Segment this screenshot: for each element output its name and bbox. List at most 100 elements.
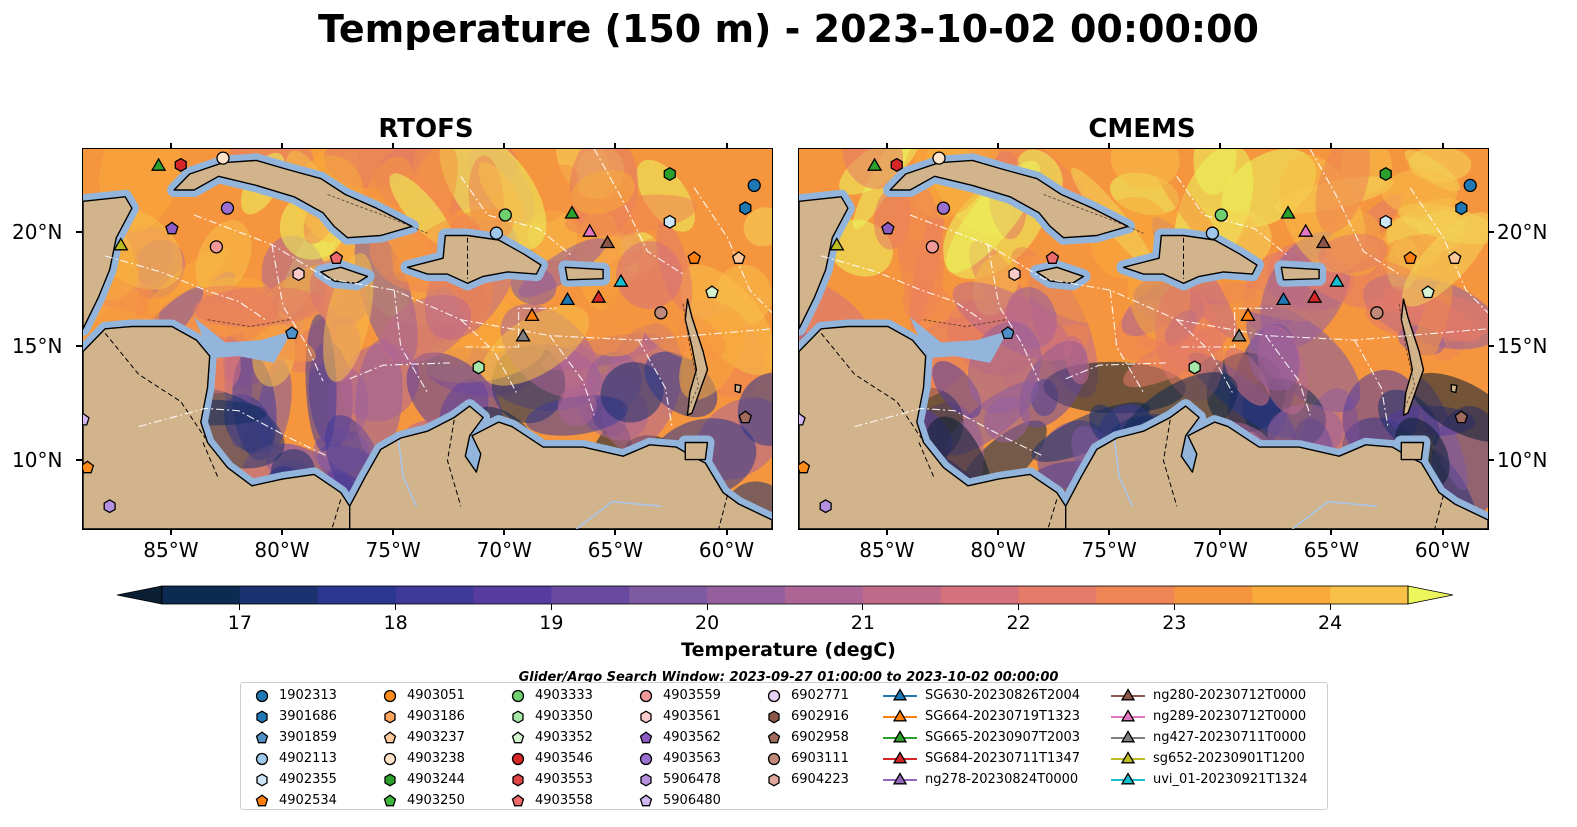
glider-marker-13[interactable] [582,223,598,237]
argo-marker-5[interactable] [936,201,951,215]
colorbar-max-arrow [1407,585,1454,605]
glider-marker-3[interactable] [829,237,845,251]
argo-marker-6[interactable] [209,240,224,254]
argo-marker-27[interactable] [1370,306,1384,320]
legend-item: 6902916 [765,706,849,727]
glider-marker-12[interactable] [1280,205,1296,219]
land-lesserAntilles [1400,298,1425,416]
legend-item: 5906480 [637,790,721,811]
colorbar-segment [1252,586,1331,604]
legend-item: SG664-20230719T1323 [883,706,1080,727]
argo-marker-31[interactable] [799,460,811,474]
land-trinidad [1400,441,1425,461]
argo-marker-15[interactable] [1379,166,1392,182]
argo-marker-8[interactable] [1045,251,1060,264]
rtofs-map[interactable] [82,148,773,530]
legend-item: 4903563 [637,748,721,769]
argo-marker-8[interactable] [329,251,344,264]
argo-marker-16[interactable] [663,214,676,229]
argo-marker-21[interactable] [1421,285,1435,299]
legend-item: 4903244 [381,769,465,790]
legend-swatch-icon [512,772,524,787]
land-southAmerica [349,405,772,529]
argo-marker-16[interactable] [1379,214,1392,229]
glider-marker-24[interactable] [1329,273,1345,287]
glider-marker-0[interactable] [866,157,883,171]
argo-marker-6[interactable] [925,240,940,254]
legend-column: SG630-20230826T2004 SG664-20230719T1323 SG… [883,685,1080,790]
glider-marker-23[interactable] [1306,289,1323,303]
glider-marker-25[interactable] [1240,307,1256,322]
argo-marker-11[interactable] [489,226,504,240]
argo-marker-2[interactable] [932,151,946,165]
legend-item: 6904223 [765,769,849,790]
lat-tick [1488,231,1494,234]
argo-marker-11[interactable] [1205,226,1220,240]
cmems-map[interactable] [798,148,1489,530]
argo-marker-1[interactable] [174,157,187,172]
argo-marker-21[interactable] [705,285,719,299]
lon-tick [169,529,172,535]
glider-marker-23[interactable] [590,289,607,303]
legend-column: 1902313 3901686 3901859 4902113 4902355 49025… [253,685,337,811]
argo-marker-18[interactable] [1447,251,1462,264]
argo-marker-17[interactable] [1403,251,1417,264]
argo-marker-30[interactable] [83,412,90,426]
glider-marker-13[interactable] [1298,223,1314,237]
argo-marker-20[interactable] [1455,201,1468,216]
argo-marker-10[interactable] [498,208,512,222]
argo-marker-31[interactable] [83,460,95,474]
legend-label: 6902958 [791,730,849,745]
lon-label: 70°W [1192,538,1248,562]
argo-marker-27[interactable] [654,306,668,320]
argo-marker-19[interactable] [747,178,761,193]
glider-marker-26[interactable] [515,328,531,342]
argo-marker-29[interactable] [1454,410,1469,424]
argo-marker-7[interactable] [292,267,305,282]
glider-marker-22[interactable] [559,291,576,306]
glider-marker-14[interactable] [1315,235,1332,249]
glider-marker-3[interactable] [113,237,129,251]
glider-marker-24[interactable] [613,273,629,287]
argo-marker-17[interactable] [687,251,701,264]
legend-column: 4903333 4903350 4903352 4903546 4903553 49035… [509,685,593,811]
colorbar-segment [473,586,552,604]
argo-marker-15[interactable] [663,166,676,182]
argo-marker-28[interactable] [1188,360,1201,375]
argo-marker-2[interactable] [216,151,230,165]
land-southAmerica [1065,405,1488,529]
glider-marker-0[interactable] [150,157,167,171]
argo-marker-28[interactable] [472,360,485,375]
lat-label-right: 20°N [1497,220,1548,245]
argo-marker-10[interactable] [1214,208,1228,222]
argo-marker-1[interactable] [890,157,903,172]
colorbar-tick-label: 17 [227,612,252,634]
legend-label: 4902355 [279,772,337,787]
argo-marker-30[interactable] [799,412,806,426]
legend-label: 4903350 [535,709,593,724]
argo-marker-5[interactable] [220,201,235,215]
argo-marker-19[interactable] [1463,178,1477,193]
glider-marker-14[interactable] [599,235,616,249]
lon-tick [997,529,1000,535]
argo-marker-20[interactable] [739,201,752,216]
legend-label: 4903562 [663,730,721,745]
glider-marker-26[interactable] [1231,328,1247,342]
glider-marker-12[interactable] [564,205,580,219]
argo-marker-4[interactable] [881,221,895,235]
argo-marker-32[interactable] [819,499,832,514]
glider-marker-25[interactable] [524,307,540,322]
argo-marker-7[interactable] [1008,267,1021,282]
argo-marker-9[interactable] [285,326,299,340]
argo-marker-32[interactable] [103,499,116,514]
argo-marker-9[interactable] [1001,326,1015,340]
argo-marker-29[interactable] [738,410,753,424]
legend-label: sg652-20230901T1200 [1153,751,1305,766]
lon-tick [997,143,1000,148]
rtofs-map-canvas [83,149,772,529]
glider-marker-22[interactable] [1275,291,1292,306]
argo-marker-18[interactable] [731,251,746,264]
argo-marker-4[interactable] [165,221,179,235]
legend-label: SG630-20230826T2004 [925,688,1081,703]
lon-label: 75°W [1081,538,1137,562]
